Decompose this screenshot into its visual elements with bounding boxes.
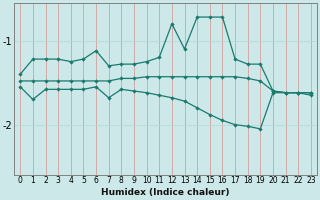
- X-axis label: Humidex (Indice chaleur): Humidex (Indice chaleur): [101, 188, 230, 197]
